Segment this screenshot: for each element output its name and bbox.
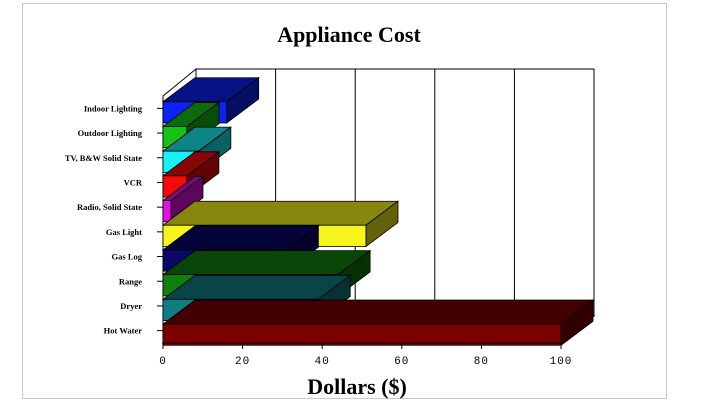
x-tick-label-60: 60 [394,356,409,368]
category-label-gas-light: Gas Light [106,227,142,237]
bar-top [161,250,372,276]
bars [161,76,595,347]
category-label-hot-water: Hot Water [104,326,143,336]
x-tick-labels: 0 20 40 60 80 100 [159,342,573,368]
chart-title: Appliance Cost [277,22,421,47]
category-label-radio-solid-state: Radio, Solid State [77,202,142,212]
x-tick-label-0: 0 [159,356,167,368]
bar-outdoor-lighting [161,101,221,149]
category-labels: Indoor Lighting Outdoor Lighting TV, B&W S… [65,103,163,336]
chart-border [22,3,667,399]
x-axis-label: Dollars ($) [307,374,407,399]
category-label-tv-b-w-solid-state: TV, B&W Solid State [65,153,142,163]
bar-front [162,323,562,346]
x-tick-label-40: 40 [315,356,330,368]
bar-radio-solid-state [161,175,205,223]
category-label-outdoor-lighting: Outdoor Lighting [78,128,143,138]
category-label-indoor-lighting: Indoor Lighting [84,103,143,113]
bar-hot-water [161,299,595,347]
category-label-range: Range [119,276,142,286]
bar-top [161,274,352,300]
category-label-vcr: VCR [124,177,143,187]
bar-front [162,200,172,223]
x-tick-label-20: 20 [235,356,250,368]
category-label-dryer: Dryer [120,301,142,311]
x-tick-label-80: 80 [474,356,489,368]
bar-top [161,200,400,226]
x-tick-label-100: 100 [550,356,573,368]
bar-top [161,299,595,325]
category-label-gas-log: Gas Log [112,252,143,262]
